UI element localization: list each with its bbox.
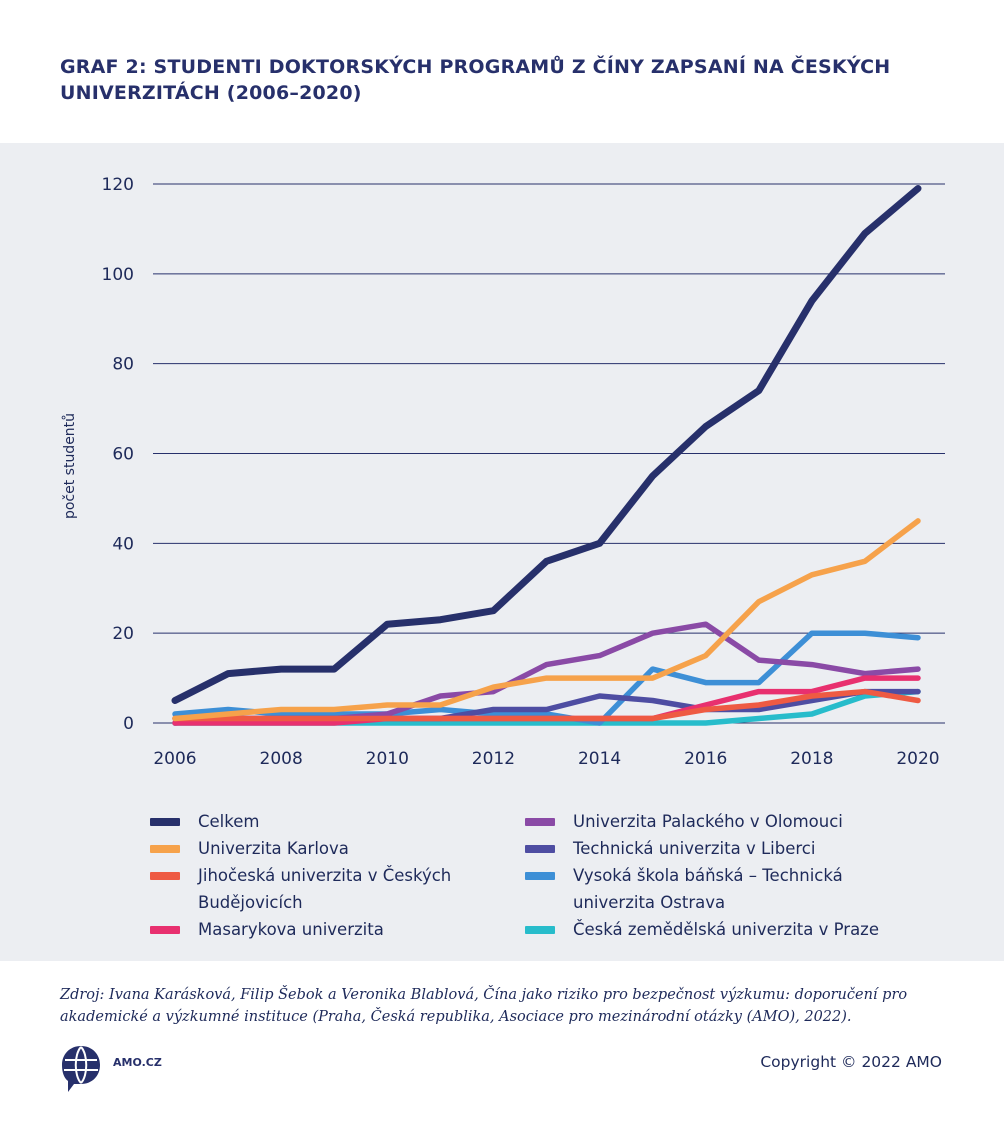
legend-swatch — [150, 926, 180, 934]
legend-swatch — [525, 818, 555, 826]
legend-swatch — [150, 818, 180, 826]
x-tick-label: 2016 — [684, 749, 727, 769]
y-tick-label: 0 — [123, 714, 134, 734]
chart-title-line-2: UNIVERZITÁCH (2006–2020) — [60, 82, 362, 104]
y-tick-labels: 0 20 40 60 80 100 120 — [102, 175, 134, 734]
y-tick-label: 20 — [112, 624, 134, 644]
chart-title-line-1: GRAF 2: STUDENTI DOKTORSKÝCH PROGRAMŮ Z … — [60, 56, 891, 78]
x-tick-label: 2006 — [153, 749, 196, 769]
logo-text: AMO.CZ — [113, 1056, 162, 1069]
legend-label: Česká zemědělská univerzita v Praze — [573, 920, 879, 939]
series-line-6 — [172, 630, 921, 726]
copyright: Copyright © 2022 AMO — [760, 1053, 942, 1071]
chart-plot: 0 20 40 60 80 100 120 2006 2008 2010 2012 2014 2016… — [62, 175, 945, 769]
legend-label: Celkem — [198, 812, 260, 831]
x-tick-label: 2018 — [790, 749, 833, 769]
globe-speech-icon — [62, 1046, 100, 1092]
chart-title: GRAF 2: STUDENTI DOKTORSKÝCH PROGRAMŮ Z … — [60, 54, 940, 106]
x-tick-label: 2008 — [260, 749, 303, 769]
y-tick-label: 120 — [102, 175, 134, 195]
legend-swatch — [525, 872, 555, 880]
x-tick-label: 2010 — [366, 749, 409, 769]
legend-label: Vysoká škola báňská – Technická univerzi… — [573, 866, 843, 912]
y-axis-label: počet studentů — [62, 413, 78, 519]
series-lines — [171, 185, 922, 726]
x-tick-label: 2014 — [578, 749, 621, 769]
legend-swatch — [150, 872, 180, 880]
series-line-2 — [172, 688, 921, 722]
legend-label: Univerzita Karlova — [198, 839, 349, 858]
y-tick-label: 100 — [102, 265, 134, 285]
legend-label: Masarykova univerzita — [198, 920, 384, 939]
y-tick-label: 60 — [112, 445, 134, 465]
legend-swatch — [150, 845, 180, 853]
series-line-1 — [172, 518, 921, 722]
legend-swatch — [525, 845, 555, 853]
y-tick-label: 40 — [112, 534, 134, 554]
chart-panel: 0 20 40 60 80 100 120 2006 2008 2010 2012 2014 2016… — [0, 143, 1004, 961]
source-note: Zdroj: Ivana Karásková, Filip Šebok a Ve… — [60, 987, 908, 1025]
grid-lines — [153, 183, 945, 724]
legend-swatch — [525, 926, 555, 934]
legend-label: Technická univerzita v Liberci — [573, 839, 816, 858]
x-tick-label: 2020 — [896, 749, 939, 769]
legend-label: Jihočeská univerzita v Českých Budějovic… — [198, 866, 452, 912]
x-tick-label: 2012 — [472, 749, 515, 769]
x-tick-labels: 2006 2008 2010 2012 2014 2016 2018 2020 — [153, 749, 939, 769]
y-tick-label: 80 — [112, 355, 134, 375]
legend-label: Univerzita Palackého v Olomouci — [573, 812, 843, 831]
series-line-0 — [171, 185, 922, 704]
